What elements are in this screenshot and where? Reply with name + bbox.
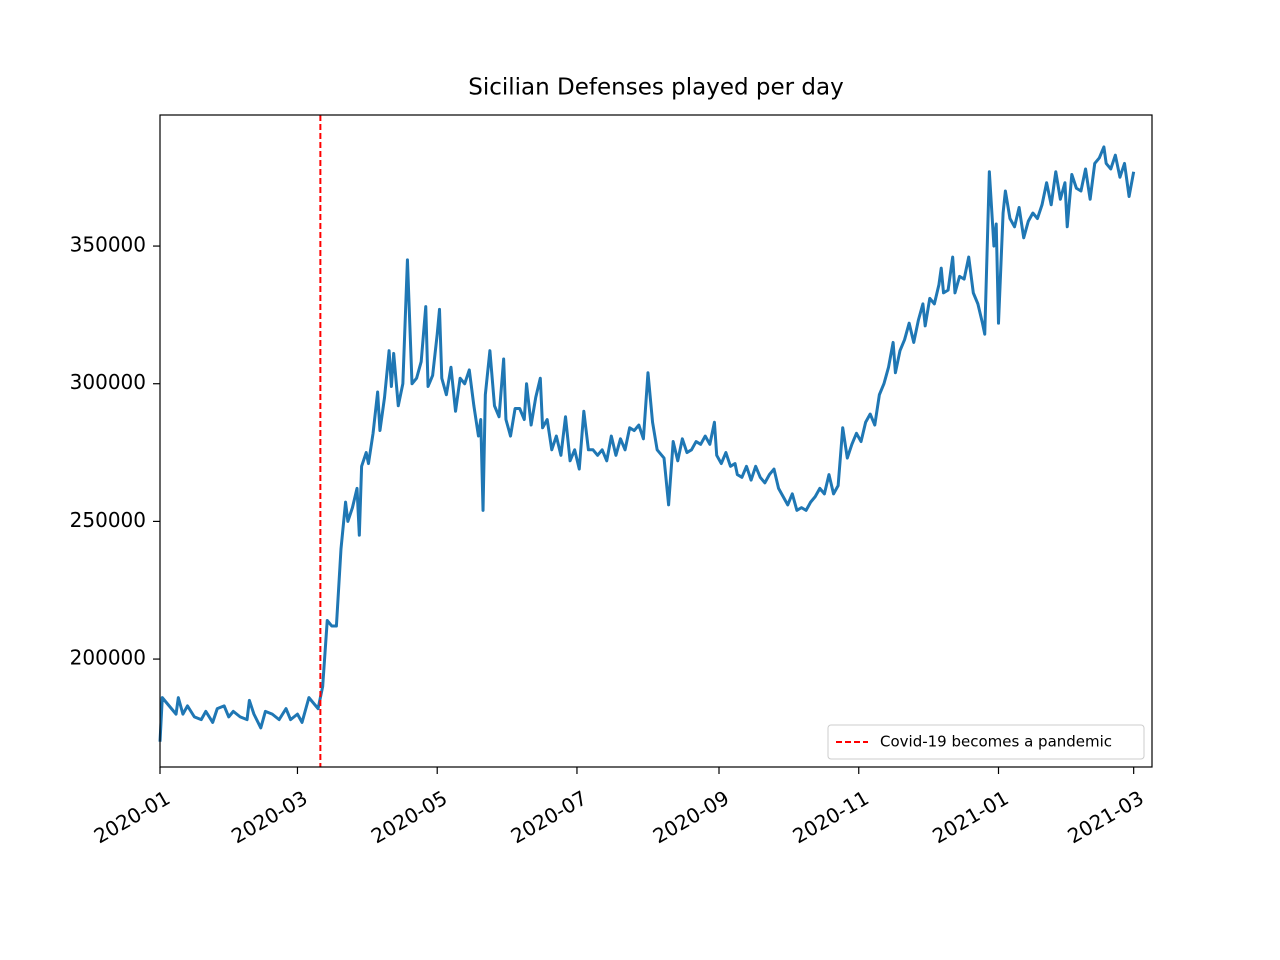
y-tick-label: 300000 xyxy=(70,370,146,394)
legend-box xyxy=(827,724,1145,760)
y-tick-label: 350000 xyxy=(70,233,146,257)
plot-frame xyxy=(159,114,1153,768)
y-tick-label: 250000 xyxy=(70,508,146,532)
chart-title: Sicilian Defenses played per day xyxy=(468,75,843,101)
y-tick-label: 200000 xyxy=(70,646,146,670)
data-line xyxy=(158,145,1136,742)
legend-label: Covid-19 becomes a pandemic xyxy=(880,733,1112,751)
